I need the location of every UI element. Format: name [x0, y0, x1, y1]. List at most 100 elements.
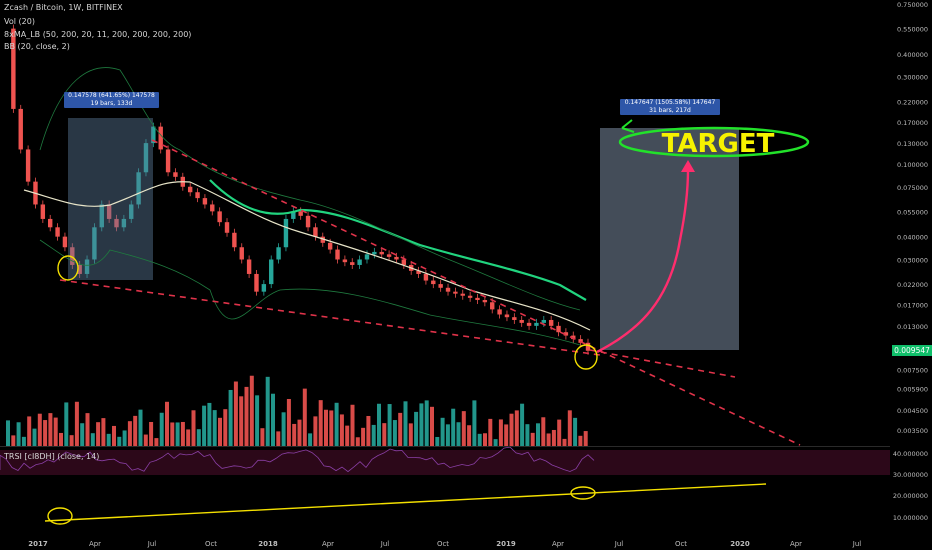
volume-bar: [233, 381, 238, 446]
price-tick: 0.013000: [897, 323, 928, 331]
candle-body: [232, 232, 237, 248]
volume-bar: [37, 413, 42, 446]
volume-bar: [249, 375, 254, 446]
volume-bar: [138, 409, 143, 446]
candle-body: [283, 218, 289, 248]
volume-bar: [271, 393, 275, 446]
rsi-band: [0, 450, 890, 475]
volume-bar: [165, 401, 169, 446]
price-tick: 0.004500: [897, 407, 928, 415]
target-pointer: [621, 119, 635, 133]
volume-bar: [488, 418, 493, 446]
volume-bar: [350, 404, 355, 446]
volume-bar: [377, 403, 381, 446]
candle-body: [534, 322, 539, 326]
volume-bar: [514, 410, 519, 446]
target-arrow-head: [681, 160, 695, 172]
price-tick: 0.300000: [897, 74, 928, 82]
candle-body: [519, 319, 524, 323]
volume-bar: [27, 416, 32, 446]
candle-body: [526, 322, 532, 326]
x-tick: Apr: [552, 540, 564, 548]
x-tick: Apr: [322, 540, 334, 548]
symbol-line: Zcash / Bitcoin, 1W, BITFINEX: [4, 3, 123, 12]
volume-bar: [440, 417, 445, 446]
volume-bar: [64, 402, 69, 446]
candle-body: [158, 126, 163, 150]
price-tick: 0.030000: [897, 256, 928, 264]
rsi-tick: 20.000000: [893, 492, 928, 500]
volume-bar: [122, 430, 127, 446]
candle-body: [438, 284, 443, 288]
volume-bar: [318, 400, 323, 446]
volume-bar: [483, 433, 487, 446]
candle-body: [335, 249, 340, 260]
candle-body: [276, 247, 281, 260]
volume-bar: [101, 418, 106, 446]
volume-bar: [96, 422, 101, 446]
volume-bar: [106, 433, 111, 446]
volume-bar: [461, 411, 466, 446]
candle-body: [165, 149, 171, 173]
candle-body: [70, 247, 75, 265]
volume-bar: [255, 395, 260, 446]
candle-body: [585, 342, 591, 351]
candle-body: [497, 309, 502, 315]
volume-bar: [149, 421, 154, 446]
candle-body: [504, 314, 510, 318]
candle-body: [195, 192, 200, 199]
price-tick: 0.550000: [897, 26, 928, 34]
volume-bar: [504, 424, 509, 446]
target-label: TARGET: [662, 129, 775, 159]
candle-body: [92, 227, 97, 260]
price-tick: 0.003500: [897, 427, 928, 435]
candle-body: [114, 218, 119, 228]
volume-bar: [223, 409, 228, 446]
volume-bar: [170, 422, 175, 446]
indicator-vol: Vol (20): [4, 17, 35, 26]
x-tick: Apr: [790, 540, 802, 548]
candle-body: [99, 204, 104, 228]
volume-bar: [371, 424, 376, 446]
x-tick: 2020: [730, 540, 750, 548]
volume-bar: [578, 435, 583, 446]
measure-label-right: 0.147647 (1505.58%) 147647 31 bars, 217d: [620, 99, 720, 115]
volume-bar: [541, 417, 546, 446]
volume-bar: [85, 413, 90, 446]
candle-body: [453, 291, 458, 294]
indicator-bb: BB (20, close, 2): [4, 42, 70, 51]
candle-body: [460, 293, 465, 296]
price-tick: 0.170000: [897, 119, 928, 127]
volume-bar: [525, 424, 530, 446]
x-tick: 2017: [28, 540, 48, 548]
volume-bar: [366, 415, 371, 446]
measure-box-right: [600, 128, 739, 350]
volume-bar: [419, 403, 424, 446]
volume-bar: [414, 411, 419, 446]
volume-bar: [143, 434, 148, 446]
x-tick: Jul: [147, 540, 157, 548]
volume-bar: [551, 429, 556, 446]
candle-body: [106, 204, 112, 219]
volume-bar: [557, 419, 562, 446]
volume-bar: [239, 396, 244, 446]
x-tick: Jul: [380, 540, 390, 548]
volume-bar: [361, 427, 366, 446]
volume-bar: [477, 433, 482, 446]
target-ellipse: [618, 126, 810, 158]
rsi-line: [0, 446, 595, 473]
candle-body: [327, 242, 333, 250]
candle-body: [482, 300, 488, 303]
candle-body: [173, 172, 178, 177]
volume-bar: [567, 410, 572, 446]
volume-bar: [74, 401, 79, 446]
volume-bar: [546, 433, 551, 446]
price-tick: 0.075000: [897, 184, 928, 192]
volume-bar: [127, 421, 132, 446]
candle-body: [416, 270, 421, 274]
volume-bar: [6, 420, 10, 446]
candle-body: [475, 297, 480, 301]
candle-body: [401, 259, 407, 265]
volume-bar: [308, 433, 313, 446]
